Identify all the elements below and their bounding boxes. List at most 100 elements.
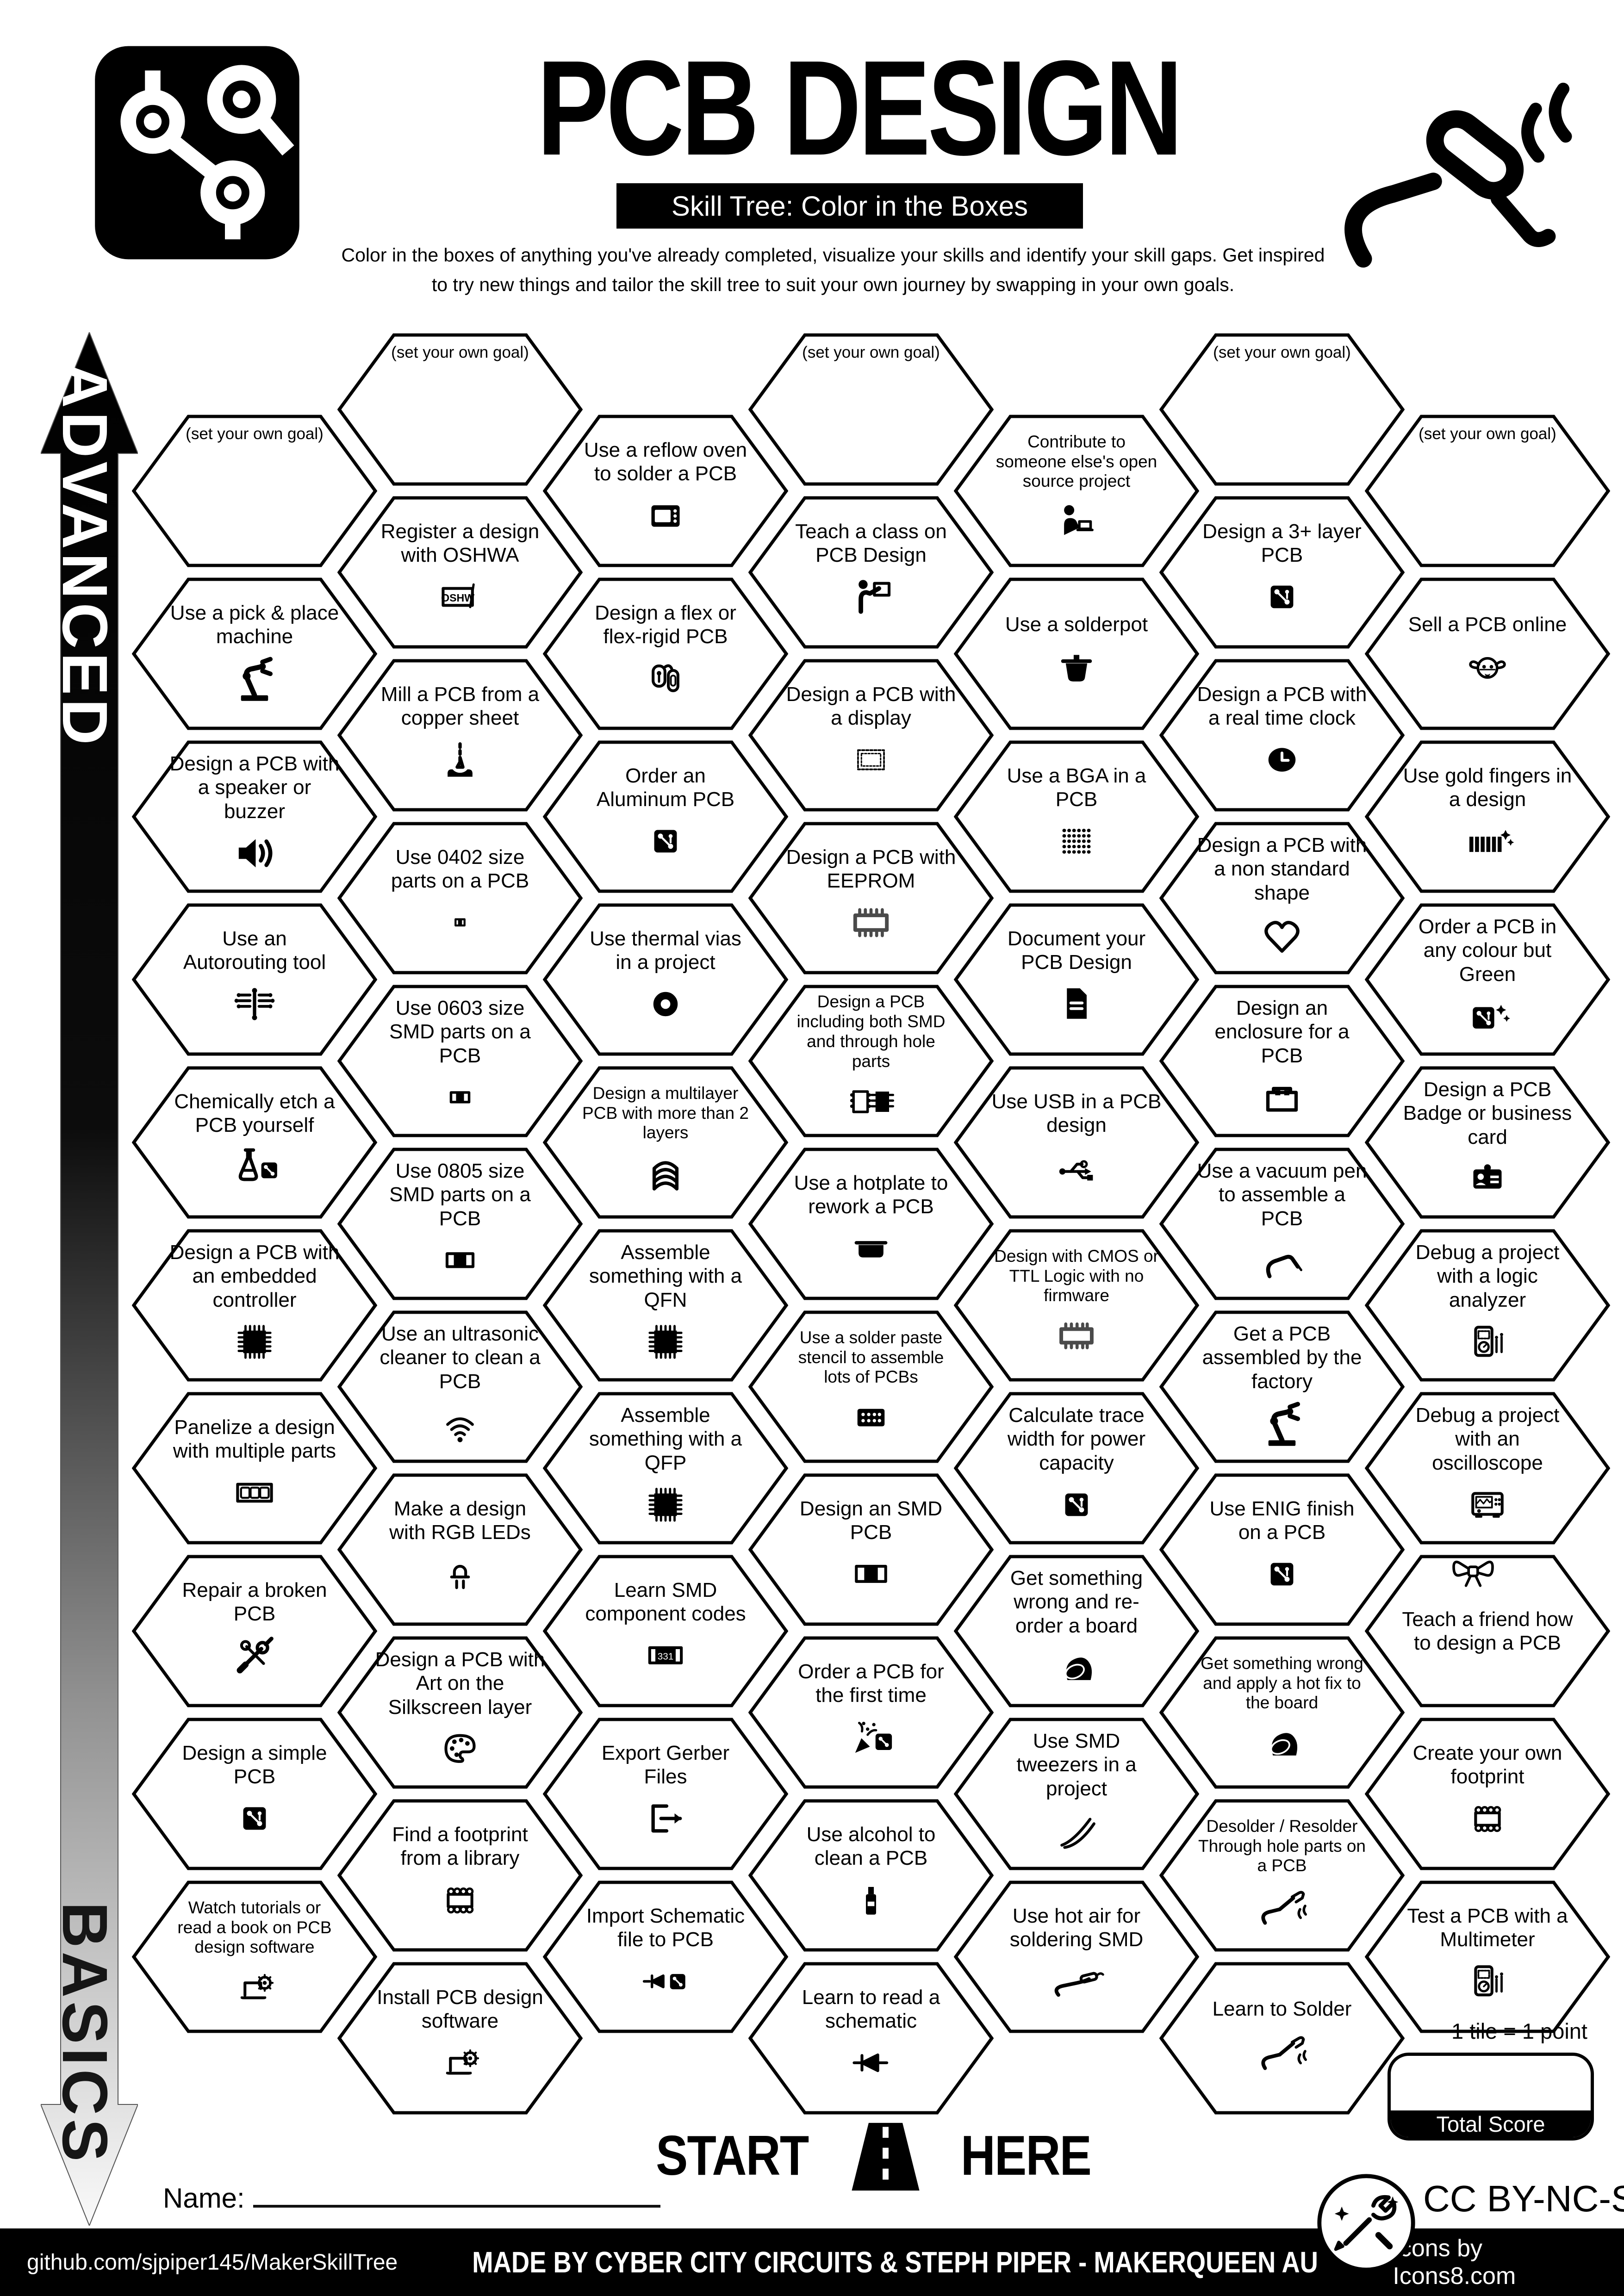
skill-hex-tile[interactable]: Use a hotplate to rework a PCB [748, 1148, 994, 1300]
skill-hex-tile[interactable]: Panelize a design with multiple parts [132, 1392, 377, 1545]
skill-hex-tile[interactable]: Design with CMOS or TTL Logic with no fi… [954, 1229, 1199, 1382]
hex-content: Use USB in a PCB design [991, 1073, 1162, 1212]
skill-hex-tile[interactable]: Use an Autorouting tool [132, 903, 377, 1056]
skill-hex-tile[interactable]: Design an SMD PCB [748, 1473, 994, 1626]
pcb-icon [1048, 1477, 1105, 1533]
skill-hex-tile[interactable]: Learn to read a schematic [748, 1962, 994, 2115]
skill-hex-tile[interactable]: Design a PCB with an embedded controller [132, 1229, 377, 1382]
skill-hex-tile[interactable]: Use an ultrasonic cleaner to clean a PCB [337, 1310, 583, 1463]
skill-hex-tile[interactable]: Use a BGA in a PCB [954, 740, 1199, 893]
hex-set-your-own-goal[interactable]: (set your own goal) [1159, 333, 1405, 486]
hex-label: Use thermal vias in a project [590, 927, 741, 974]
skill-hex-tile[interactable]: Use 0402 size parts on a PCB [337, 822, 583, 974]
skill-hex-tile[interactable]: Use a solder paste stencil to assemble l… [748, 1310, 994, 1463]
skill-hex-tile[interactable]: Get a PCB assembled by the factory [1159, 1310, 1405, 1463]
skill-hex-tile[interactable]: Get something wrong and apply a hot fix … [1159, 1636, 1405, 1789]
hex-label: Test a PCB with a Multimeter [1407, 1904, 1568, 1951]
skill-hex-tile[interactable]: Design a PCB including both SMD and thro… [748, 985, 994, 1137]
skill-hex-tile[interactable]: Design a simple PCB [132, 1718, 377, 1870]
skill-hex-tile[interactable]: Design a multilayer PCB with more than 2… [543, 1066, 788, 1219]
skill-hex-tile[interactable]: Design a PCB with a display [748, 659, 994, 812]
skill-hex-tile[interactable]: Chemically etch a PCB yourself [132, 1066, 377, 1219]
skill-hex-tile[interactable]: Design a flex or flex-rigid PCB [543, 577, 788, 730]
skill-hex-tile[interactable]: Use SMD tweezers in a project [954, 1718, 1199, 1870]
hex-label: (set your own goal) [391, 343, 529, 361]
skill-hex-tile[interactable]: Order a PCB in any colour but Green [1365, 903, 1610, 1056]
total-score-box[interactable]: Total Score [1388, 2053, 1594, 2141]
skill-hex-tile[interactable]: Debug a project with an oscilloscope [1365, 1392, 1610, 1545]
footer-repo-link[interactable]: github.com/sjpiper145/MakerSkillTree [27, 2250, 398, 2275]
skill-hex-tile[interactable]: Use a pick & place machine [132, 577, 377, 730]
skill-hex-tile[interactable]: Export Gerber Files [543, 1718, 788, 1870]
hex-content: Learn to read a schematic [785, 1968, 957, 2108]
skill-hex-tile[interactable]: Use a vacuum pen to assemble a PCB [1159, 1148, 1405, 1300]
hex-content: Use an Autorouting tool [169, 910, 340, 1049]
skill-hex-tile[interactable]: Design a PCB with a non standard shape [1159, 822, 1405, 974]
skill-hex-tile[interactable]: Use thermal vias in a project [543, 903, 788, 1056]
skill-hex-tile[interactable]: Design a PCB Badge or business card [1365, 1066, 1610, 1219]
skill-hex-tile[interactable]: Teach a friend how to design a PCB [1365, 1555, 1610, 1707]
hex-label: Design a PCB with an embedded controller [169, 1241, 340, 1311]
skill-hex-tile[interactable]: Design a PCB with EEPROM [748, 822, 994, 974]
skill-hex-tile[interactable]: Debug a project with a logic analyzer [1365, 1229, 1610, 1382]
r0805-icon [432, 1232, 488, 1289]
skill-hex-tile[interactable]: Find a footprint from a library [337, 1799, 583, 1952]
hexagon-outline [954, 1066, 1199, 1219]
hex-set-your-own-goal[interactable]: (set your own goal) [132, 415, 377, 567]
hex-set-your-own-goal[interactable]: (set your own goal) [1365, 415, 1610, 567]
hex-set-your-own-goal[interactable]: (set your own goal) [748, 333, 994, 486]
skill-hex-tile[interactable]: Use USB in a PCB design [954, 1066, 1199, 1219]
hex-set-your-own-goal[interactable]: (set your own goal) [337, 333, 583, 486]
skill-hex-tile[interactable]: Design a PCB with a real time clock [1159, 659, 1405, 812]
skill-hex-tile[interactable]: Test a PCB with a Multimeter [1365, 1880, 1610, 2033]
skill-hex-tile[interactable]: Use 0603 size SMD parts on a PCB [337, 985, 583, 1137]
skill-hex-tile[interactable]: Assemble something with a QFP [543, 1392, 788, 1545]
skill-hex-tile[interactable]: Learn to Solder [1159, 1962, 1405, 2115]
solder-iron-icon [1254, 2023, 1310, 2079]
skill-hex-tile[interactable]: Install PCB design software [337, 1962, 583, 2115]
skill-hex-tile[interactable]: Use a reflow oven to solder a PCB [543, 415, 788, 567]
skill-hex-tile[interactable]: Make a design with RGB LEDs [337, 1473, 583, 1626]
hex-label: Teach a class on PCB Design [795, 520, 947, 566]
bga-icon [1048, 813, 1105, 869]
skill-hex-tile[interactable]: Watch tutorials or read a book on PCB de… [132, 1880, 377, 2033]
skill-hex-tile[interactable]: Order a PCB for the first time [748, 1636, 994, 1789]
hex-content: Learn SMD component codes 331 [580, 1561, 751, 1701]
hex-content: (set your own goal) [1196, 340, 1368, 479]
skill-hex-tile[interactable]: Use 0805 size SMD parts on a PCB [337, 1148, 583, 1300]
hexagon-outline [748, 1310, 994, 1463]
skill-hex-tile[interactable]: Use gold fingers in a design [1365, 740, 1610, 893]
hexagon-outline [1159, 1473, 1405, 1626]
skill-hex-tile[interactable]: Design a PCB with a speaker or buzzer [132, 740, 377, 893]
skill-hex-tile[interactable]: Get something wrong and re-order a board [954, 1555, 1199, 1707]
skill-hex-tile[interactable]: Design a 3+ layer PCB [1159, 496, 1405, 649]
led-icon [432, 1546, 488, 1602]
skill-hex-tile[interactable]: Use a solderpot [954, 577, 1199, 730]
hex-label: Use 0805 size SMD parts on a PCB [389, 1160, 531, 1230]
hex-label: Import Schematic file to PCB [586, 1904, 745, 1951]
skill-hex-tile[interactable]: Use ENIG finish on a PCB [1159, 1473, 1405, 1626]
skill-hex-tile[interactable]: Desolder / Resolder Through hole parts o… [1159, 1799, 1405, 1952]
start-label: START [656, 2123, 809, 2187]
hex-label: Panelize a design with multiple parts [173, 1415, 336, 1462]
skill-hex-tile[interactable]: Import Schematic file to PCB [543, 1880, 788, 2033]
skill-hex-tile[interactable]: Design a PCB with Art on the Silkscreen … [337, 1636, 583, 1789]
diode-icon [843, 2035, 899, 2091]
skill-hex-tile[interactable]: Contribute to someone else's open source… [954, 415, 1199, 567]
skill-hex-tile[interactable]: Sell a PCB online [1365, 577, 1610, 730]
skill-hex-tile[interactable]: Create your own footprint [1365, 1718, 1610, 1870]
skill-hex-tile[interactable]: Document your PCB Design [954, 903, 1199, 1056]
skill-hex-tile[interactable]: Use hot air for soldering SMD [954, 1880, 1199, 2033]
skill-hex-tile[interactable]: Mill a PCB from a copper sheet [337, 659, 583, 812]
skill-hex-tile[interactable]: Calculate trace width for power capacity [954, 1392, 1199, 1545]
skill-hex-tile[interactable]: Repair a broken PCB [132, 1555, 377, 1707]
skill-hex-tile[interactable]: Teach a class on PCB Design [748, 496, 994, 649]
skill-hex-tile[interactable]: Design an enclosure for a PCB [1159, 985, 1405, 1137]
skill-hex-tile[interactable]: Use alcohol to clean a PCB [748, 1799, 994, 1952]
skill-hex-tile[interactable]: Register a design with OSHWA OSHW [337, 496, 583, 649]
skill-hex-tile[interactable]: Order an Aluminum PCB [543, 740, 788, 893]
name-input-line[interactable] [253, 2177, 660, 2208]
skill-hex-tile[interactable]: Learn SMD component codes 331 [543, 1555, 788, 1707]
hex-content: Design a PCB with a non standard shape [1196, 828, 1368, 968]
skill-hex-tile[interactable]: Assemble something with a QFN [543, 1229, 788, 1382]
